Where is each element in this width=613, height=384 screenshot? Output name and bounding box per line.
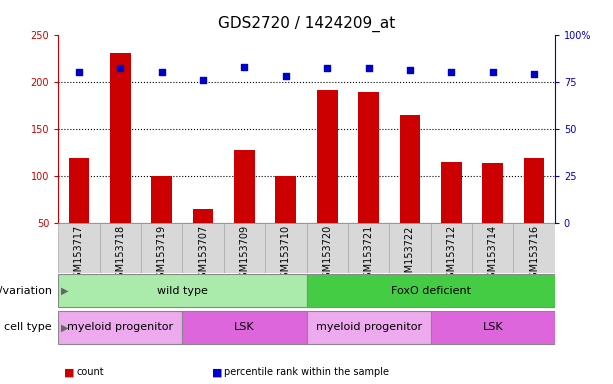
Bar	[69, 158, 89, 223]
Bar	[110, 53, 131, 223]
Bar	[514, 223, 555, 273]
Bar	[192, 209, 213, 223]
Bar	[441, 162, 462, 223]
Bar	[224, 223, 265, 273]
Bar	[430, 223, 472, 273]
Bar	[524, 158, 544, 223]
Bar	[58, 311, 183, 344]
Text: GSM153722: GSM153722	[405, 225, 415, 285]
Text: count: count	[77, 367, 104, 377]
Text: GSM153718: GSM153718	[115, 225, 125, 284]
Text: GSM153710: GSM153710	[281, 225, 291, 284]
Bar	[151, 176, 172, 223]
Bar	[265, 223, 306, 273]
Text: cell type: cell type	[4, 322, 52, 333]
Text: LSK: LSK	[482, 322, 503, 333]
Text: GSM153714: GSM153714	[488, 225, 498, 284]
Text: FoxO deficient: FoxO deficient	[390, 286, 471, 296]
Bar	[348, 223, 389, 273]
Text: wild type: wild type	[157, 286, 208, 296]
Point	[488, 69, 498, 75]
Bar	[430, 311, 555, 344]
Title: GDS2720 / 1424209_at: GDS2720 / 1424209_at	[218, 16, 395, 32]
Text: GSM153716: GSM153716	[529, 225, 539, 284]
Point	[157, 69, 167, 75]
Point	[322, 65, 332, 71]
Bar	[306, 223, 348, 273]
Text: GSM153707: GSM153707	[198, 225, 208, 285]
Bar	[58, 223, 99, 273]
Text: GSM153719: GSM153719	[157, 225, 167, 284]
Bar	[275, 176, 296, 223]
Text: GSM153717: GSM153717	[74, 225, 84, 285]
Bar	[358, 92, 379, 223]
Text: ■: ■	[211, 367, 222, 377]
Text: percentile rank within the sample: percentile rank within the sample	[224, 367, 389, 377]
Bar	[183, 311, 306, 344]
Bar	[306, 311, 430, 344]
Bar	[234, 150, 255, 223]
Point	[529, 71, 539, 77]
Point	[405, 67, 415, 73]
Bar	[58, 275, 306, 307]
Point	[74, 69, 84, 75]
Text: myeloid progenitor: myeloid progenitor	[67, 322, 173, 333]
Point	[281, 73, 291, 79]
Bar	[482, 162, 503, 223]
Text: ▶: ▶	[61, 286, 69, 296]
Bar	[400, 116, 421, 223]
Point	[240, 63, 249, 70]
Point	[198, 77, 208, 83]
Text: LSK: LSK	[234, 322, 255, 333]
Text: GSM153709: GSM153709	[240, 225, 249, 284]
Bar	[472, 223, 513, 273]
Bar	[306, 275, 555, 307]
Text: ■: ■	[64, 367, 75, 377]
Point	[364, 65, 373, 71]
Text: myeloid progenitor: myeloid progenitor	[316, 322, 422, 333]
Bar	[99, 223, 141, 273]
Bar	[183, 223, 224, 273]
Text: ▶: ▶	[61, 322, 69, 333]
Text: GSM153712: GSM153712	[446, 225, 456, 285]
Bar	[389, 223, 430, 273]
Bar	[317, 90, 338, 223]
Bar	[141, 223, 183, 273]
Point	[446, 69, 456, 75]
Text: GSM153720: GSM153720	[322, 225, 332, 285]
Text: genotype/variation: genotype/variation	[0, 286, 52, 296]
Point	[115, 65, 125, 71]
Text: GSM153721: GSM153721	[364, 225, 373, 285]
